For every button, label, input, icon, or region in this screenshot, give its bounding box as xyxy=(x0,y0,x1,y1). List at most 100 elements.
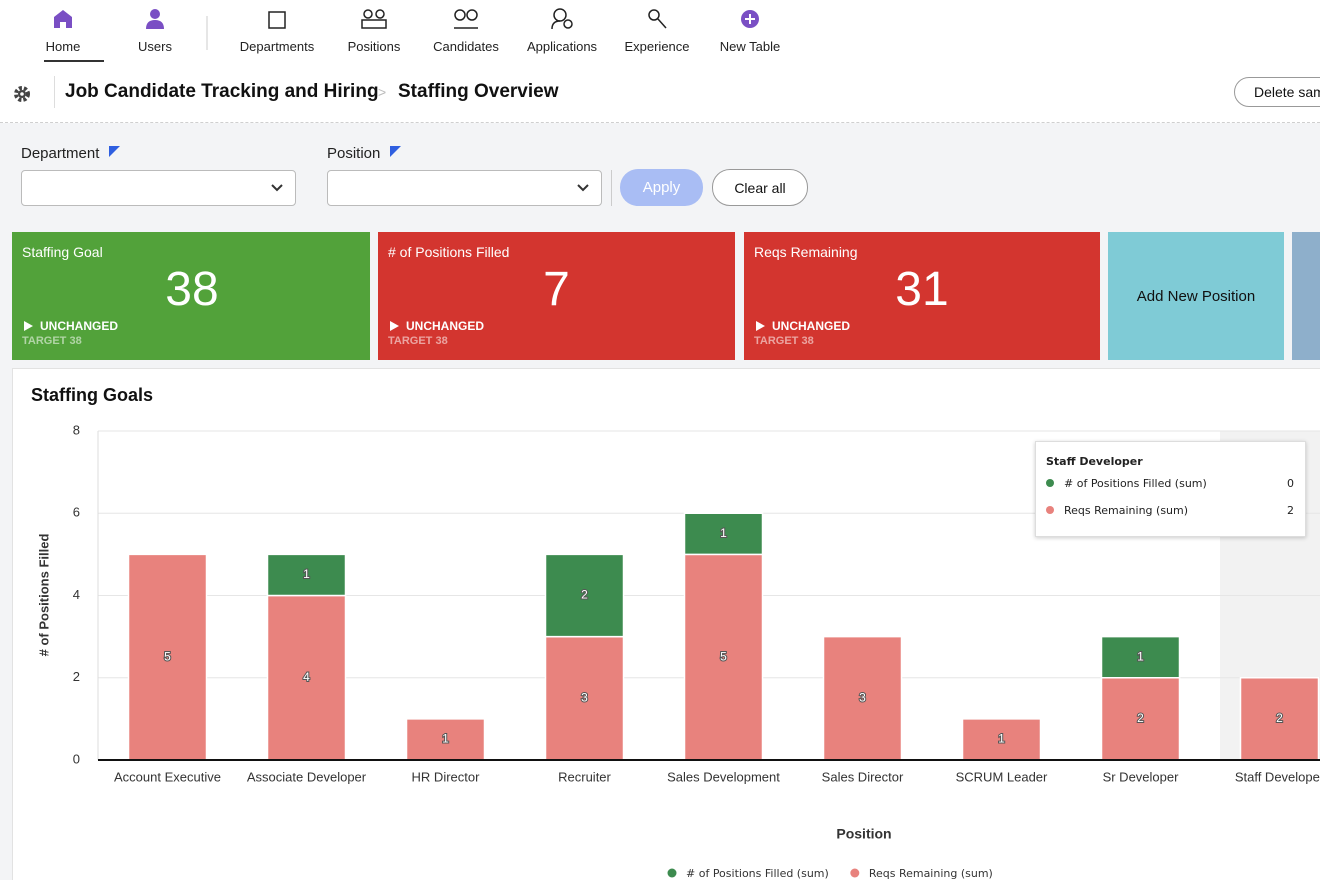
y-axis-label: # of Positions Filled xyxy=(36,534,51,657)
users-icon xyxy=(150,9,160,19)
divider xyxy=(611,170,612,206)
x-tick-label: Sr Developer xyxy=(1103,769,1180,784)
x-axis-label: Position xyxy=(836,826,891,842)
data-label: 3 xyxy=(859,690,866,704)
card-status: UNCHANGED xyxy=(406,319,484,333)
nav-item[interactable]: Departments xyxy=(239,39,315,54)
bar-segment xyxy=(544,553,625,638)
new-table-icon xyxy=(745,14,755,24)
bar-segment xyxy=(1100,635,1181,679)
filter-flag xyxy=(108,146,120,157)
card-target: TARGET 38 xyxy=(388,335,448,347)
filter-label-text: Department xyxy=(21,145,100,162)
tooltip: Staff Developer # of Positions Filled (s… xyxy=(1035,441,1306,537)
legend-label: Reqs Remaining (sum) xyxy=(869,867,993,880)
bar-segment xyxy=(683,553,764,761)
card-value: 7 xyxy=(543,263,570,316)
data-label: 5 xyxy=(720,649,727,663)
data-label: 2 xyxy=(1137,711,1144,725)
users-icon xyxy=(146,20,164,29)
bar-segment xyxy=(405,718,486,761)
tooltip-title: Staff Developer xyxy=(1046,455,1143,468)
kpi-card[interactable]: Reqs Remaining 31 UNCHANGED TARGET 38 xyxy=(744,232,1100,360)
tooltip-row: # of Positions Filled (sum) 0 xyxy=(1046,477,1294,490)
filter-label: Department xyxy=(21,145,121,162)
nav-item[interactable]: Home xyxy=(45,39,81,54)
data-label: 2 xyxy=(1276,711,1283,725)
bar-segment xyxy=(266,553,347,597)
nav-item[interactable]: Users xyxy=(138,39,172,54)
position-select[interactable] xyxy=(327,170,602,206)
divider xyxy=(54,76,55,108)
kpi-card[interactable]: # of Positions Filled 7 UNCHANGED TARGET… xyxy=(378,232,735,360)
card-value: 38 xyxy=(165,263,219,316)
tooltip-value: 0 xyxy=(1287,477,1294,490)
filter-label-text: Position xyxy=(327,145,381,162)
y-tick-label: 4 xyxy=(73,587,80,602)
x-tick-label: Associate Developer xyxy=(247,769,367,784)
chart-title: Staffing Goals xyxy=(31,385,153,405)
x-tick-label: SCRUM Leader xyxy=(956,769,1048,784)
card-status: UNCHANGED xyxy=(40,319,118,333)
bar-segment xyxy=(127,553,208,761)
department-select[interactable] xyxy=(21,170,296,206)
nav-item[interactable]: Positions xyxy=(347,39,401,54)
app-title[interactable]: Job Candidate Tracking and Hiring xyxy=(65,81,379,102)
data-label: 5 xyxy=(164,649,171,663)
y-tick-label: 2 xyxy=(73,669,80,684)
settings-icon[interactable] xyxy=(12,84,32,104)
kpi-card[interactable] xyxy=(1292,232,1320,360)
apply-button[interactable]: Apply xyxy=(620,169,703,206)
nav-item[interactable]: Candidates xyxy=(433,39,499,54)
card-target: TARGET 38 xyxy=(754,335,814,347)
x-tick-label: Sales Director xyxy=(822,769,904,784)
departments-icon xyxy=(268,11,286,29)
x-tick-label: Recruiter xyxy=(558,769,611,784)
header: Job Candidate Tracking and Hiring > Staf… xyxy=(0,62,1320,123)
clear-button[interactable]: Clear all xyxy=(712,169,808,206)
legend-marker xyxy=(667,868,677,878)
bar-segment xyxy=(822,635,903,761)
nav-item[interactable]: Experience xyxy=(624,39,690,54)
tooltip-series: # of Positions Filled (sum) xyxy=(1064,477,1207,490)
data-label: 1 xyxy=(442,732,449,746)
experience-icon xyxy=(648,9,667,29)
data-label: 1 xyxy=(998,732,1005,746)
x-tick-label: Sales Development xyxy=(667,769,780,784)
nav-item[interactable]: Applications xyxy=(526,39,598,54)
data-label: 1 xyxy=(1137,649,1144,663)
bar-segment xyxy=(1239,677,1320,761)
x-tick-label: Staff Developer xyxy=(1235,769,1320,784)
data-label: 4 xyxy=(303,670,310,684)
y-tick-label: 6 xyxy=(73,505,80,520)
legend-label: # of Positions Filled (sum) xyxy=(686,867,829,880)
delete-button[interactable]: Delete sam xyxy=(1234,77,1320,107)
data-label: 2 xyxy=(581,588,588,602)
nav-bar: Home Users Departments Positions Candida… xyxy=(0,0,1320,62)
bar-segment xyxy=(683,512,764,556)
legend-marker xyxy=(850,868,860,878)
data-label: 1 xyxy=(303,567,310,581)
tooltip-row: Reqs Remaining (sum) 2 xyxy=(1046,504,1294,517)
data-label: 1 xyxy=(720,526,727,540)
card-value: 31 xyxy=(895,263,949,316)
card-title: Reqs Remaining xyxy=(754,244,858,260)
tooltip-series: Reqs Remaining (sum) xyxy=(1064,504,1189,517)
data-label: 3 xyxy=(581,690,588,704)
page-title: Staffing Overview xyxy=(398,81,559,102)
add-position-card[interactable]: Add New Position xyxy=(1108,232,1284,360)
positions-icon xyxy=(361,9,387,29)
nav-item[interactable]: New Table xyxy=(719,39,781,54)
card-title: Staffing Goal xyxy=(22,244,103,260)
y-tick-label: 8 xyxy=(73,422,80,437)
breadcrumb-separator: > xyxy=(378,84,387,100)
filter-flag xyxy=(389,146,401,157)
kpi-card[interactable]: Staffing Goal 38 UNCHANGED TARGET 38 xyxy=(12,232,370,360)
applications-icon xyxy=(551,8,573,30)
tooltip-value: 2 xyxy=(1287,504,1294,517)
nav-icons xyxy=(44,8,759,62)
home-icon xyxy=(54,10,72,28)
y-tick-label: 0 xyxy=(73,751,80,766)
